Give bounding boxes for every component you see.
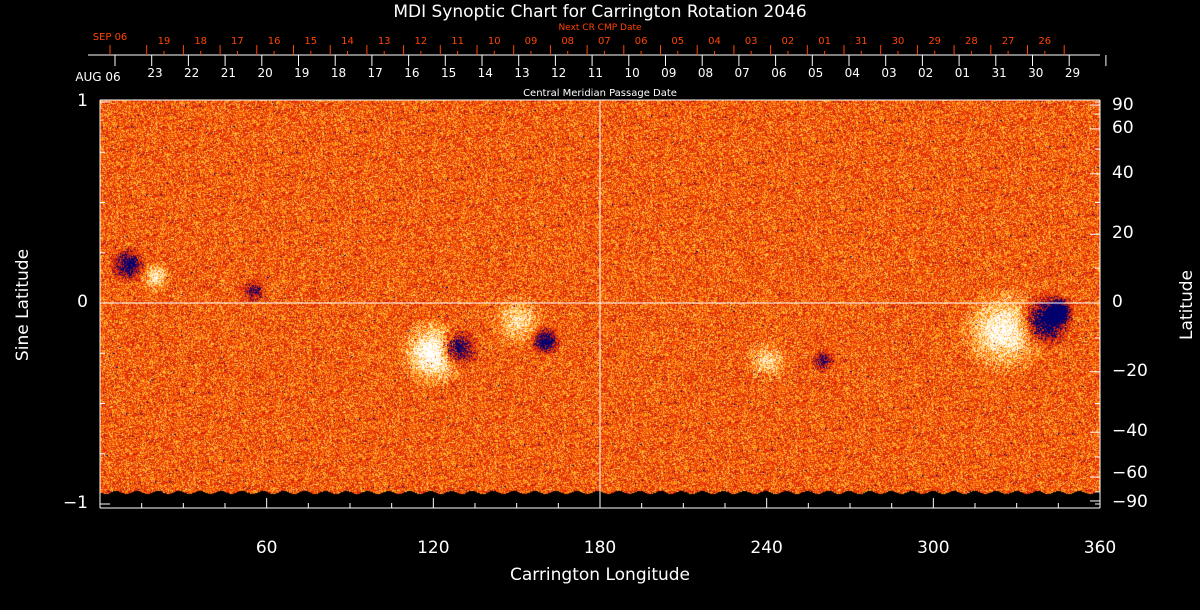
cmp-date: 17 bbox=[367, 66, 383, 80]
cmp-date: 19 bbox=[294, 66, 310, 80]
next-cr-date: 30 bbox=[891, 36, 905, 47]
x-tick-label: 240 bbox=[750, 538, 783, 558]
next-cr-date: 13 bbox=[377, 36, 391, 47]
next-cr-date: 29 bbox=[928, 36, 942, 47]
cmp-date: 29 bbox=[1064, 66, 1081, 80]
next-cr-date: 03 bbox=[744, 36, 758, 47]
lat-tick-label: 20 bbox=[1112, 223, 1134, 244]
cmp-date: 14 bbox=[477, 66, 493, 80]
cmp-date: 10 bbox=[624, 66, 640, 80]
cmp-date: 05 bbox=[807, 66, 824, 80]
x-tick-label: 60 bbox=[255, 538, 278, 558]
next-cr-label: Next CR CMP Date bbox=[558, 23, 642, 33]
next-cr-start: SEP 06 bbox=[92, 32, 128, 43]
next-cr-date: 15 bbox=[304, 36, 318, 47]
cmp-date: 23 bbox=[147, 66, 163, 80]
chart-title: MDI Synoptic Chart for Carrington Rotati… bbox=[393, 2, 807, 22]
x-tick-label: 120 bbox=[417, 538, 450, 558]
top-axis-start: AUG 06 bbox=[75, 70, 121, 84]
next-cr-date: 02 bbox=[781, 36, 795, 47]
cmp-date: 04 bbox=[844, 66, 860, 80]
next-cr-date: 16 bbox=[267, 36, 281, 47]
next-cr-date: 14 bbox=[341, 36, 354, 47]
cmp-date: 07 bbox=[734, 66, 750, 80]
next-cr-date: 04 bbox=[708, 36, 721, 47]
lat-tick-label: −60 bbox=[1112, 463, 1148, 484]
y-axis-label: Sine Latitude bbox=[13, 248, 33, 362]
next-cr-date: 05 bbox=[671, 36, 685, 47]
cmp-date: 08 bbox=[697, 66, 714, 80]
cmp-date: 15 bbox=[440, 66, 457, 80]
next-cr-date: 26 bbox=[1038, 36, 1052, 47]
next-cr-date: 19 bbox=[157, 36, 171, 47]
x-axis-label: Carrington Longitude bbox=[509, 565, 691, 585]
x-tick-label: 180 bbox=[583, 538, 617, 558]
lat-tick-label: −20 bbox=[1112, 360, 1148, 381]
lat-tick-label: −40 bbox=[1112, 421, 1148, 442]
lat-tick-label: −90 bbox=[1112, 492, 1148, 512]
y-tick-label: −1 bbox=[62, 493, 88, 513]
y-tick-label: 0 bbox=[77, 292, 88, 312]
next-cr-date: 09 bbox=[524, 36, 538, 47]
cmp-date: 30 bbox=[1028, 66, 1044, 80]
cmp-date: 09 bbox=[661, 66, 677, 80]
cmp-date: 21 bbox=[220, 66, 237, 80]
lat-tick-label: 60 bbox=[1112, 117, 1134, 138]
next-cr-date: 17 bbox=[231, 36, 244, 47]
next-cr-date: 06 bbox=[634, 36, 648, 47]
cmp-date: 03 bbox=[881, 66, 897, 80]
next-cr-date: 28 bbox=[965, 36, 978, 47]
cmp-date: 01 bbox=[954, 66, 971, 80]
x-tick-label: 300 bbox=[917, 538, 950, 558]
cmp-date: 12 bbox=[551, 66, 567, 80]
next-cr-date: 11 bbox=[451, 36, 464, 47]
lat-tick-label: 90 bbox=[1112, 95, 1134, 115]
next-cr-date: 27 bbox=[1001, 36, 1015, 47]
cmp-date: 06 bbox=[771, 66, 787, 80]
cmp-date: 22 bbox=[184, 66, 200, 80]
cmp-date: 20 bbox=[257, 66, 273, 80]
lat-tick-label: 0 bbox=[1112, 292, 1123, 312]
next-cr-date: 10 bbox=[487, 36, 501, 47]
cmp-date: 18 bbox=[330, 66, 347, 80]
cmp-date: 11 bbox=[587, 66, 604, 80]
right-axis-label: Latitude bbox=[1177, 270, 1197, 340]
next-cr-date: 12 bbox=[414, 36, 428, 47]
top-axis-label: Central Meridian Passage Date bbox=[523, 88, 677, 99]
lat-tick-label: 40 bbox=[1112, 162, 1134, 183]
cmp-date: 31 bbox=[991, 66, 1007, 80]
cmp-date: 13 bbox=[514, 66, 530, 80]
next-cr-date: 31 bbox=[854, 36, 868, 47]
next-cr-date: 08 bbox=[561, 36, 575, 47]
next-cr-date: 18 bbox=[194, 36, 208, 47]
next-cr-date: 01 bbox=[818, 36, 831, 47]
cmp-date: 02 bbox=[918, 66, 934, 80]
next-cr-date: 07 bbox=[598, 36, 611, 47]
y-tick-label: 1 bbox=[77, 91, 88, 111]
cmp-date: 16 bbox=[404, 66, 420, 80]
x-tick-label: 360 bbox=[1083, 538, 1117, 558]
